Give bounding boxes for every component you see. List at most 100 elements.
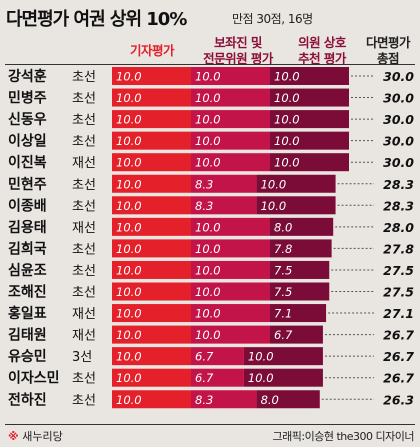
bar-segment xyxy=(191,196,257,215)
bar-segment xyxy=(191,131,270,150)
bar-value-label: 10.0 xyxy=(195,220,221,234)
bar-value-label: 10.0 xyxy=(195,242,221,256)
member-term: 초선 xyxy=(72,92,96,107)
bar-value-label: 10.0 xyxy=(261,177,287,191)
bar-segment xyxy=(191,390,257,409)
bar-segment xyxy=(112,368,191,387)
bar-value-label: 10.0 xyxy=(195,70,221,84)
member-name: 김용태 xyxy=(8,219,47,236)
bar-value-label: 6.7 xyxy=(195,371,214,385)
bar-segment xyxy=(191,67,270,85)
bar-value-label: 10.0 xyxy=(195,307,221,321)
total-score: 26.7 xyxy=(383,371,414,386)
total-score: 30.0 xyxy=(383,69,414,84)
bar-segment xyxy=(112,153,191,172)
bar-segment xyxy=(191,110,270,129)
party-note: ※ 새누리당 xyxy=(8,428,63,444)
member-term: 초선 xyxy=(72,286,96,301)
member-name: 홍일표 xyxy=(8,305,47,322)
member-name: 이상일 xyxy=(8,133,47,150)
bar-value-label: 10.0 xyxy=(195,91,221,105)
bar-value-label: 8.3 xyxy=(195,393,213,407)
bar-value-label: 10.0 xyxy=(261,199,287,213)
column-header-aide-line2: 전문위원 평가 xyxy=(203,51,273,66)
total-score: 27.1 xyxy=(383,306,414,321)
bar-value-label: 7.1 xyxy=(274,307,292,321)
bar-value-label: 10.0 xyxy=(116,113,142,127)
bar-segment xyxy=(112,239,191,258)
bar-value-label: 10.0 xyxy=(116,242,142,256)
bar-segment xyxy=(191,368,244,387)
bar-segment xyxy=(112,110,191,129)
header-divider xyxy=(5,64,415,65)
column-header-aide-line1: 보좌진 및 xyxy=(214,35,262,50)
bar-segment xyxy=(256,174,336,193)
bar-segment xyxy=(191,304,270,323)
column-header-aide: 보좌진 및 전문위원 평가 xyxy=(186,35,290,67)
bar-value-label: 10.0 xyxy=(274,156,300,170)
member-name: 민현주 xyxy=(8,176,47,193)
bar-segment xyxy=(270,260,330,279)
bar-segment xyxy=(112,304,191,323)
bar-value-label: 8.0 xyxy=(274,220,292,234)
member-term: 초선 xyxy=(72,70,96,85)
member-name: 이종배 xyxy=(8,197,47,214)
bar-segment xyxy=(191,88,270,107)
bar-value-label: 10.0 xyxy=(116,134,142,148)
member-term: 재선 xyxy=(72,156,96,171)
bar-segment xyxy=(112,390,191,409)
total-score: 30.0 xyxy=(383,112,414,127)
total-score: 30.0 xyxy=(383,155,414,170)
member-name: 이진복 xyxy=(8,154,47,171)
total-score: 28.3 xyxy=(383,177,414,192)
bar-segment xyxy=(112,196,191,215)
member-name: 김태원 xyxy=(8,327,47,344)
column-header-total-line2: 총점 xyxy=(376,51,400,66)
column-header-reporter-label: 기자평가 xyxy=(129,43,175,58)
member-term: 초선 xyxy=(72,372,96,387)
member-name: 민병주 xyxy=(8,90,47,107)
party-note-mark: ※ xyxy=(8,430,19,443)
bar-segment xyxy=(191,217,270,236)
member-term: 초선 xyxy=(72,264,96,279)
bar-value-label: 10.0 xyxy=(274,91,300,105)
bar-segment xyxy=(112,174,191,193)
bar-segment xyxy=(256,390,320,409)
column-header-total-line1: 다면평가 xyxy=(365,35,411,50)
bar-segment xyxy=(243,368,323,387)
member-name: 심윤조 xyxy=(8,263,47,279)
bar-value-label: 7.5 xyxy=(274,285,292,299)
bar-segment xyxy=(191,282,270,301)
bar-segment xyxy=(270,67,349,85)
bar-segment xyxy=(270,110,349,129)
bar-value-label: 10.0 xyxy=(195,156,221,170)
total-score: 26.7 xyxy=(383,349,414,364)
bar-segment xyxy=(112,217,191,236)
total-score: 27.5 xyxy=(383,263,414,278)
bar-value-label: 10.0 xyxy=(195,328,221,342)
bar-value-label: 10.0 xyxy=(274,70,300,84)
bar-value-label: 10.0 xyxy=(116,220,142,234)
bar-segment xyxy=(270,239,332,258)
bar-value-label: 10.0 xyxy=(116,91,142,105)
bar-segment xyxy=(112,282,191,301)
bar-value-label: 10.0 xyxy=(116,371,142,385)
graphic-credit: 그래픽:이승현 the300 디자이너 xyxy=(272,430,415,443)
member-term: 초선 xyxy=(72,199,96,214)
total-score: 27.8 xyxy=(383,241,414,256)
bar-value-label: 10.0 xyxy=(116,307,142,321)
bar-value-label: 10.0 xyxy=(195,263,221,277)
bar-segment xyxy=(112,325,191,344)
member-term: 초선 xyxy=(72,135,96,150)
member-name: 조해진 xyxy=(8,284,47,301)
bar-value-label: 10.0 xyxy=(116,285,142,299)
bar-value-label: 6.7 xyxy=(274,328,293,342)
bar-value-label: 10.0 xyxy=(116,263,142,277)
bar-value-label: 10.0 xyxy=(116,393,142,407)
bar-segment xyxy=(256,196,336,215)
total-score: 26.7 xyxy=(383,328,414,343)
column-header-reporter: 기자평가 xyxy=(112,43,192,59)
bar-segment xyxy=(243,347,323,366)
total-score: 28.3 xyxy=(383,198,414,213)
